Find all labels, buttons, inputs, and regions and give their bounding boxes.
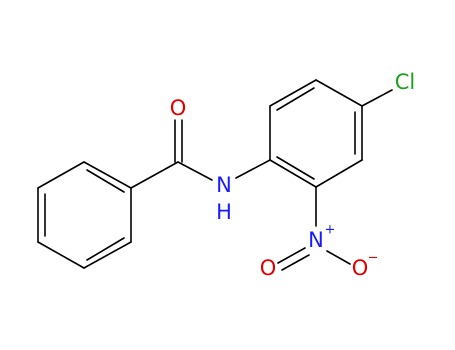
atom-label: O <box>170 96 187 120</box>
bonds <box>37 79 393 271</box>
atom-label: H <box>216 200 232 224</box>
atom-label: O <box>260 256 277 280</box>
atom-label: O <box>352 256 369 280</box>
atom-charge: − <box>368 251 379 266</box>
atom-label: Cl <box>395 70 416 94</box>
atom-label: N <box>216 173 232 197</box>
atom-label: N <box>308 228 324 252</box>
atom-charge: + <box>325 223 336 238</box>
